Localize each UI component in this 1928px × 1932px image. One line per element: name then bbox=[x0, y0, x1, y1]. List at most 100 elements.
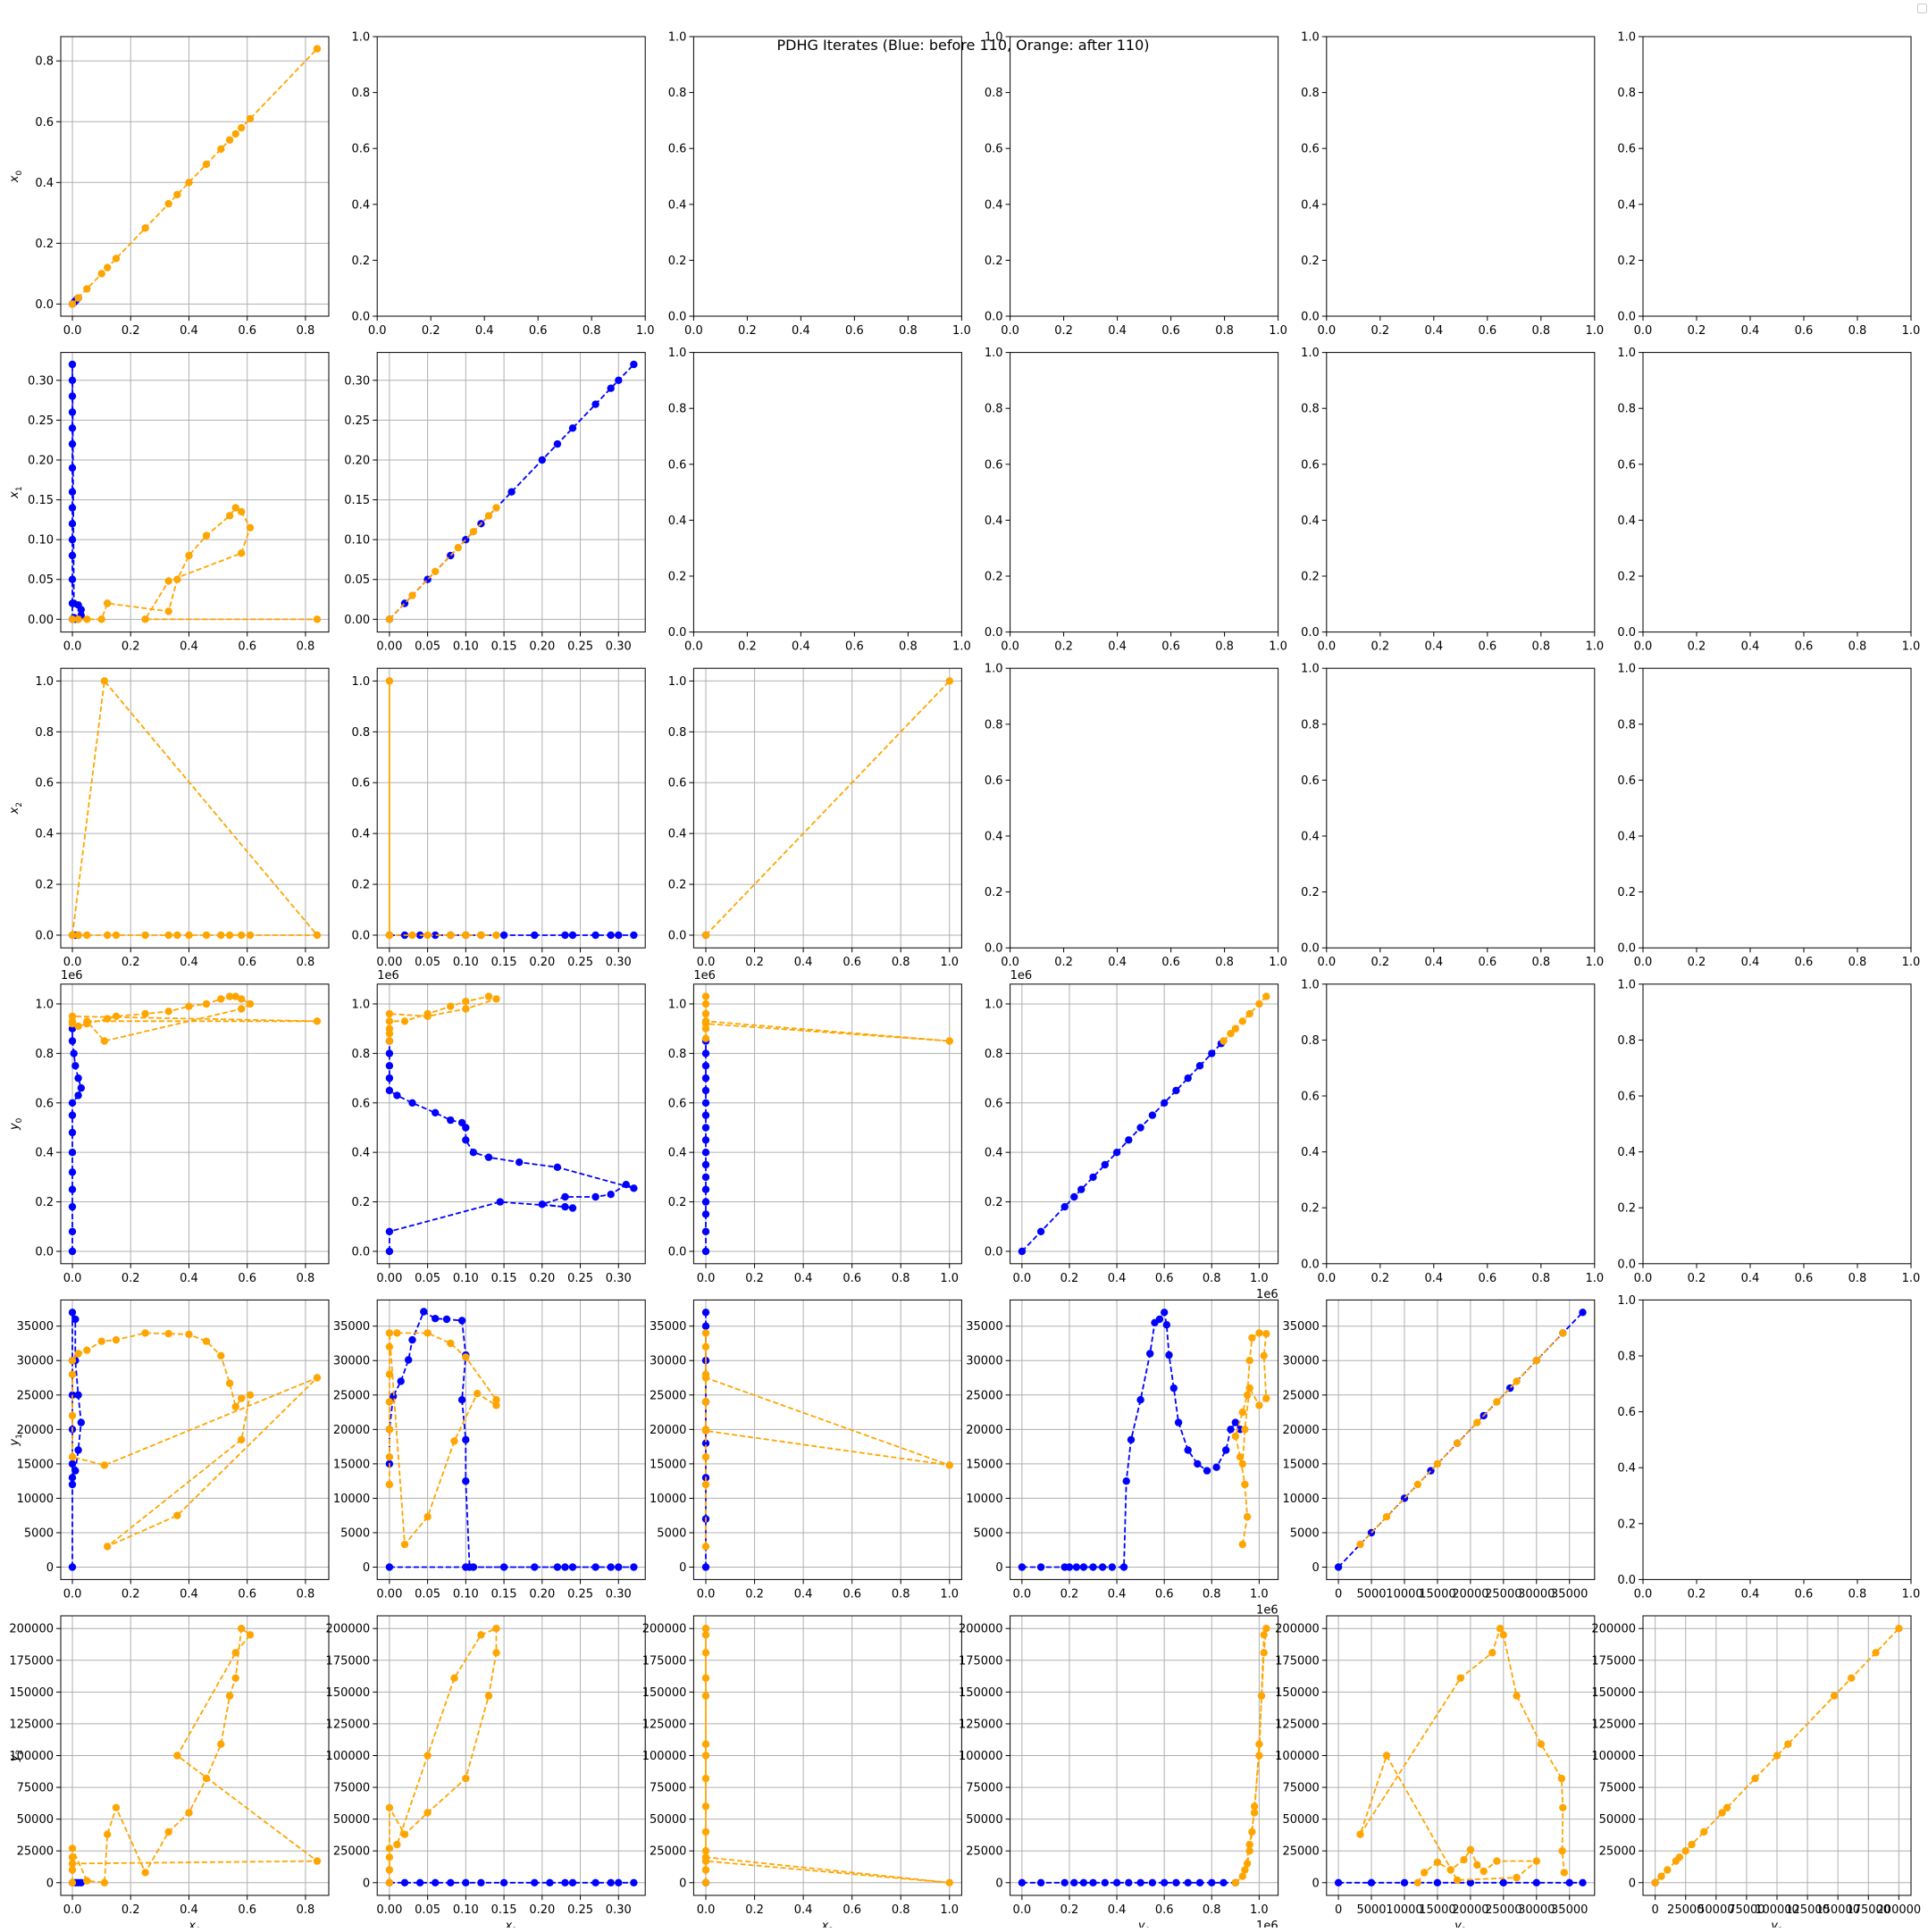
x-tick-label: 0.0 bbox=[684, 324, 703, 338]
y-tick-label: 0.2 bbox=[1617, 1518, 1636, 1531]
data-point-after bbox=[246, 523, 255, 531]
y-tick-label: 0.8 bbox=[985, 718, 1003, 732]
y-tick-label: 10000 bbox=[966, 1493, 1002, 1506]
y-tick-label: 0.4 bbox=[352, 828, 371, 841]
data-point-after bbox=[1681, 1847, 1689, 1855]
data-point-before bbox=[1334, 1878, 1343, 1886]
data-point-before bbox=[469, 1149, 478, 1157]
y-tick-label: 0.2 bbox=[1301, 571, 1320, 584]
x-tick-label: 1.0 bbox=[940, 1587, 959, 1601]
data-point-after bbox=[185, 1002, 193, 1010]
y-tick-label: 0.2 bbox=[1617, 571, 1636, 584]
data-point-after bbox=[173, 190, 181, 199]
data-point-after bbox=[385, 1480, 394, 1489]
x-tick-label: 0.20 bbox=[529, 1903, 555, 1917]
x-tick-label: 35000 bbox=[1551, 1587, 1588, 1601]
data-point-before bbox=[607, 1191, 615, 1199]
data-point-after bbox=[1255, 1752, 1263, 1760]
x-tick-label: 0.2 bbox=[745, 1587, 764, 1601]
data-point-after bbox=[1488, 1649, 1496, 1657]
data-point-after bbox=[385, 1009, 394, 1018]
data-point-after bbox=[450, 1674, 458, 1682]
data-point-after bbox=[97, 1337, 105, 1345]
data-point-after bbox=[385, 1037, 394, 1045]
data-point-after bbox=[1453, 1439, 1462, 1448]
data-point-before bbox=[499, 1563, 508, 1571]
panel-r2-c0: 0.0 0.2 0.4 0.6 0.8 0.0 0.2 0.4 0.6 0.8 1.0 x2 bbox=[8, 667, 330, 969]
data-point-after bbox=[1496, 1625, 1505, 1633]
x-tick-label: 0.30 bbox=[606, 1903, 632, 1917]
data-point-after bbox=[1220, 1037, 1228, 1045]
data-point-after bbox=[492, 1396, 500, 1404]
axes-frame bbox=[60, 1615, 330, 1896]
data-point-after bbox=[1532, 1857, 1541, 1865]
data-point-before bbox=[1079, 1563, 1088, 1571]
data-point-after bbox=[104, 1015, 112, 1023]
y-offset-label: 1e6 bbox=[377, 969, 399, 983]
axes-frame bbox=[60, 983, 330, 1265]
data-point-before bbox=[1172, 1086, 1180, 1095]
data-point-after bbox=[164, 1827, 172, 1836]
x-tick-label: 0.2 bbox=[122, 1903, 140, 1917]
data-point-after bbox=[238, 549, 246, 557]
data-point-before bbox=[1125, 1136, 1133, 1144]
data-point-before bbox=[1072, 1563, 1081, 1571]
data-point-after bbox=[701, 1802, 710, 1811]
data-point-before bbox=[591, 1878, 599, 1886]
axes-frame bbox=[1642, 667, 1912, 949]
data-point-before bbox=[496, 1198, 504, 1206]
y-tick-label: 30000 bbox=[1282, 1355, 1319, 1368]
data-point-after bbox=[1657, 1872, 1665, 1880]
y-tick-label: 0.2 bbox=[985, 571, 1003, 584]
y-tick-label: 0 bbox=[995, 1877, 1002, 1890]
y-tick-label: 0.2 bbox=[985, 886, 1003, 899]
data-point-before bbox=[1579, 1878, 1587, 1886]
data-point-before bbox=[568, 1204, 577, 1212]
x-tick-label: 0.2 bbox=[1371, 324, 1389, 338]
data-point-before bbox=[68, 488, 77, 496]
data-point-before bbox=[1136, 1396, 1144, 1404]
y-tick-label: 50000 bbox=[650, 1813, 686, 1827]
x-tick-label: 0.4 bbox=[180, 1903, 198, 1917]
x-tick-label: 0.4 bbox=[180, 1587, 198, 1601]
data-point-after bbox=[701, 1674, 710, 1682]
y-tick-label: 0.8 bbox=[985, 403, 1003, 416]
data-point-before bbox=[465, 1563, 474, 1571]
series-line-after bbox=[71, 47, 318, 305]
axes-frame bbox=[376, 1615, 646, 1896]
y-tick-label: 1.0 bbox=[668, 31, 687, 45]
data-point-before bbox=[1184, 1446, 1192, 1454]
y-tick-label: 125000 bbox=[1275, 1718, 1320, 1731]
data-point-after bbox=[1382, 1752, 1391, 1760]
x-tick-label: 1.0 bbox=[1269, 324, 1287, 338]
data-point-after bbox=[1413, 1878, 1422, 1886]
data-point-before bbox=[68, 1168, 77, 1176]
data-point-after bbox=[701, 1009, 710, 1018]
data-point-before bbox=[622, 1181, 630, 1189]
data-point-before bbox=[701, 1136, 710, 1144]
x-tick-label: 1.0 bbox=[1902, 324, 1921, 338]
y-tick-label: 0.0 bbox=[352, 929, 371, 942]
y-tick-label: 0.4 bbox=[985, 514, 1003, 528]
data-point-before bbox=[499, 931, 508, 940]
data-point-before bbox=[68, 424, 77, 432]
x-tick-label: 0.8 bbox=[1531, 1272, 1550, 1285]
y-tick-label: 0.4 bbox=[668, 828, 687, 841]
y-tick-label: 1.0 bbox=[985, 663, 1003, 676]
y-tick-label: 0.6 bbox=[35, 777, 54, 790]
panel-r1-c4: 0.0 0.2 0.4 0.6 0.8 1.0 0.0 0.2 0.4 0.6 0.8 1.0 bbox=[1301, 347, 1604, 653]
data-point-before bbox=[1203, 1467, 1211, 1475]
y-tick-label: 0.4 bbox=[668, 1147, 687, 1160]
y-tick-label: 1.0 bbox=[985, 31, 1003, 45]
x-tick-label: 100000 bbox=[1755, 1903, 1799, 1917]
panel-r0-c1: 0.0 0.2 0.4 0.6 0.8 1.0 0.0 0.2 0.4 0.6 0.8 1.0 bbox=[352, 31, 655, 339]
data-point-after bbox=[1651, 1878, 1659, 1886]
x-tick-label: 0.05 bbox=[415, 1272, 440, 1285]
data-point-before bbox=[507, 488, 516, 496]
x-tick-label: 0.2 bbox=[1688, 1587, 1706, 1601]
x-tick-label: 0 bbox=[1335, 1587, 1342, 1601]
data-point-after bbox=[1238, 1017, 1247, 1025]
y-tick-label: 0.8 bbox=[668, 1048, 687, 1061]
data-point-before bbox=[701, 1062, 710, 1070]
x-tick-label: 1.0 bbox=[1250, 1587, 1269, 1601]
